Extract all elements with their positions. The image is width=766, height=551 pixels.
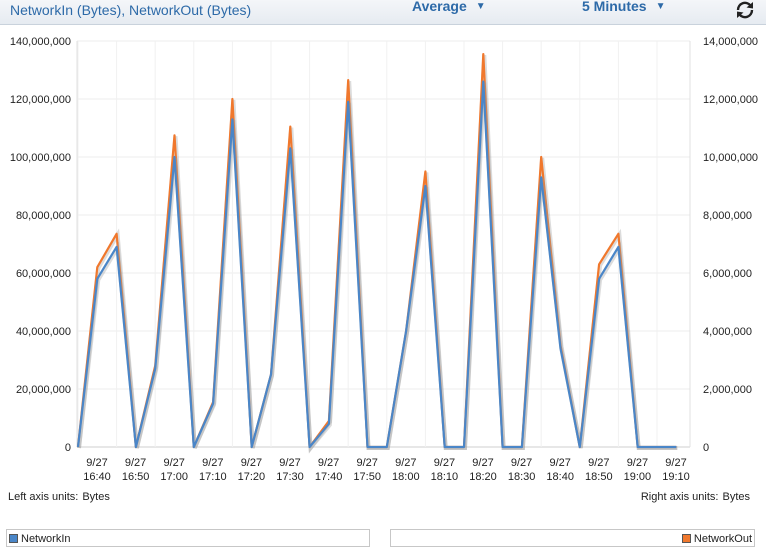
statistic-dropdown[interactable]: Average ▼ [412, 0, 486, 14]
x-tick-label: 9/27 18:40 [546, 457, 574, 483]
x-tick-label: 9/27 18:30 [508, 457, 536, 483]
x-tick-label: 9/27 19:00 [624, 457, 652, 483]
x-tick-label: 9/27 17:10 [199, 457, 227, 483]
left-axis-units: Left axis units: Bytes [8, 491, 110, 503]
y-right-tick-label: 10,000,000 [703, 152, 758, 164]
refresh-icon[interactable] [733, 0, 757, 21]
right-units-value: Bytes [722, 491, 750, 503]
y-left-tick-label: 80,000,000 [16, 210, 71, 222]
line-chart: 0 20,000,000 40,000,000 60,000,000 80,000,00… [10, 36, 758, 483]
x-tick-label: 9/27 18:20 [469, 457, 497, 483]
legend-label-networkin: NetworkIn [21, 533, 71, 545]
y-right-tick-label: 4,000,000 [703, 326, 752, 338]
y-right-tick-label: 0 [703, 442, 709, 454]
x-tick-label: 9/27 18:50 [585, 457, 613, 483]
right-units-label: Right axis units: [640, 491, 719, 503]
x-tick-label: 9/27 18:10 [431, 457, 459, 483]
networkin-swatch [9, 534, 18, 543]
y-left-tick-label: 60,000,000 [16, 268, 71, 280]
legend-label-networkout: NetworkOut [693, 533, 752, 545]
legend-networkout: NetworkOut [390, 529, 755, 547]
left-units-label: Left axis units: [8, 491, 79, 503]
chart-title: NetworkIn (Bytes), NetworkOut (Bytes) [10, 2, 252, 18]
y-left-tick-label: 0 [65, 442, 71, 454]
x-tick-label: 9/27 19:10 [662, 457, 690, 483]
networkout-swatch [681, 534, 691, 543]
legend-item-networkin[interactable]: NetworkIn [9, 533, 71, 545]
y-right-tick-label: 8,000,000 [703, 210, 752, 222]
y-left-tick-label: 40,000,000 [16, 326, 71, 338]
y-left-tick-label: 140,000,000 [10, 36, 71, 48]
y-right-tick-label: 14,000,000 [703, 36, 758, 48]
y-right-tick-label: 6,000,000 [703, 268, 752, 280]
y-right-tick-label: 2,000,000 [703, 384, 752, 396]
chevron-down-icon: ▼ [655, 1, 666, 12]
y-left-tick-label: 100,000,000 [10, 152, 71, 164]
period-label: 5 Minutes [582, 0, 647, 14]
x-tick-label: 9/27 16:40 [83, 457, 111, 483]
y-right-tick-label: 12,000,000 [703, 94, 758, 106]
legend-networkin: NetworkIn [6, 529, 370, 547]
x-tick-label: 9/27 16:50 [122, 457, 150, 483]
x-tick-label: 9/27 17:20 [238, 457, 266, 483]
series-line-networkin [76, 80, 677, 449]
chevron-down-icon: ▼ [475, 1, 486, 12]
x-tick-label: 9/27 17:40 [315, 457, 343, 483]
legend-item-networkout[interactable]: NetworkOut [681, 533, 752, 545]
x-tick-label: 9/27 17:00 [160, 457, 188, 483]
period-dropdown[interactable]: 5 Minutes ▼ [582, 0, 665, 14]
y-left-tick-label: 20,000,000 [16, 384, 71, 396]
right-axis-units: Right axis units: Bytes [641, 491, 750, 503]
left-units-value: Bytes [82, 491, 110, 503]
x-tick-label: 9/27 18:00 [392, 457, 420, 483]
x-tick-label: 9/27 17:50 [353, 457, 381, 483]
x-tick-label: 9/27 17:30 [276, 457, 304, 483]
statistic-label: Average [412, 0, 467, 14]
series-shadow-networkin [77, 82, 678, 454]
chart-header: NetworkIn (Bytes), NetworkOut (Bytes) Av… [0, 0, 766, 25]
y-left-tick-label: 120,000,000 [10, 94, 71, 106]
